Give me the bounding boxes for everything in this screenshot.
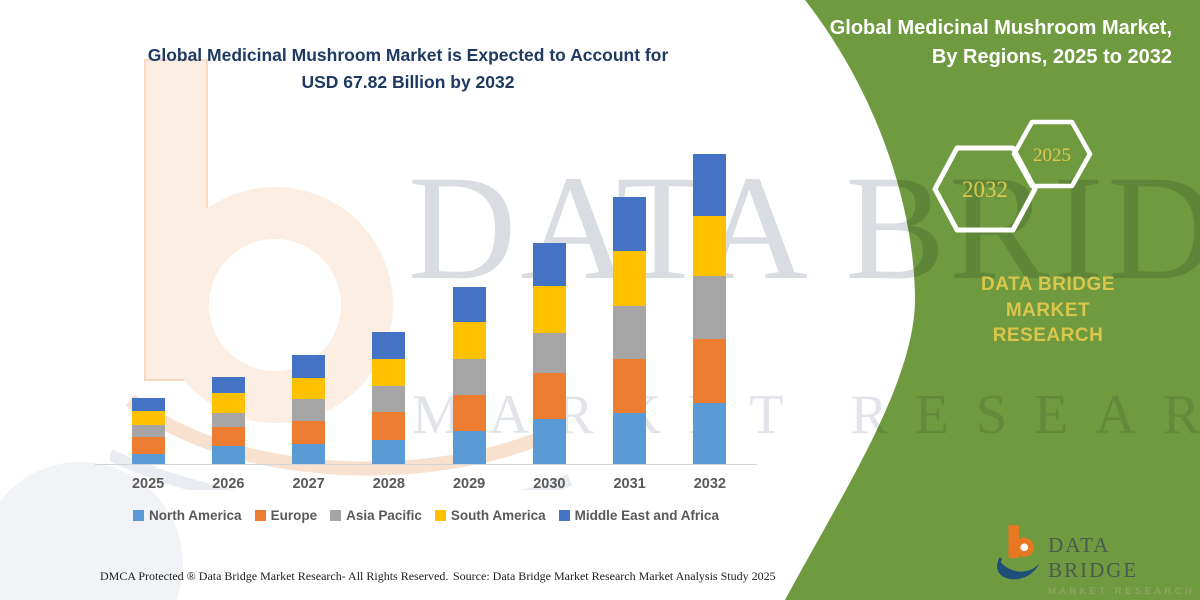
bar-segment-2030-north-america bbox=[532, 419, 566, 465]
legend-item-asia-pacific: Asia Pacific bbox=[330, 508, 422, 523]
x-axis-line bbox=[95, 464, 757, 465]
bar-segment-2032-south-america bbox=[693, 216, 727, 277]
bar-segment-2032-europe bbox=[693, 338, 727, 404]
bar-segment-2027-middle-east-and-africa bbox=[292, 355, 326, 378]
legend-item-middle-east-and-africa: Middle East and Africa bbox=[558, 508, 719, 523]
bar-segment-2026-south-america bbox=[211, 392, 245, 413]
x-axis-label-2029: 2029 bbox=[452, 476, 486, 492]
bar-segment-2025-middle-east-and-africa bbox=[131, 398, 165, 411]
year-badges: 2025 2032 bbox=[932, 119, 1093, 233]
brand-name: DATA BRIDGE MARKET RESEARCH bbox=[938, 272, 1158, 349]
x-axis-labels: 2025 2026 2027 2028 2029 2030 2031 2032 bbox=[108, 476, 750, 492]
bar-segment-2025-europe bbox=[131, 437, 165, 454]
panel-title: Global Medicinal Mushroom Market, By Reg… bbox=[752, 14, 1172, 72]
legend-swatch-icon bbox=[434, 510, 446, 521]
legend-item-europe: Europe bbox=[254, 508, 318, 523]
bar-2029 bbox=[429, 125, 509, 465]
hexagon-2032 bbox=[932, 145, 1038, 233]
bar-2032 bbox=[670, 125, 750, 465]
bar-segment-2031-south-america bbox=[613, 250, 647, 306]
bar-segment-2032-middle-east-and-africa bbox=[693, 154, 727, 217]
bar-segment-2028-europe bbox=[372, 411, 406, 440]
bar-segment-2026-middle-east-and-africa bbox=[211, 376, 245, 393]
bar-segment-2027-europe bbox=[292, 421, 326, 444]
bar-2028 bbox=[349, 125, 429, 465]
bar-segment-2032-north-america bbox=[693, 403, 727, 465]
bar-segment-2028-south-america bbox=[372, 358, 406, 386]
dmca-notice: DMCA Protected ® Data Bridge Market Rese… bbox=[100, 569, 449, 583]
badge-year-2032: 2032 bbox=[962, 177, 1008, 202]
legend-label: Asia Pacific bbox=[346, 508, 422, 523]
bar-segment-2027-asia-pacific bbox=[292, 399, 326, 422]
bar-segment-2028-asia-pacific bbox=[372, 385, 406, 412]
bar-segment-2025-asia-pacific bbox=[131, 424, 165, 437]
bar-segment-2031-europe bbox=[613, 359, 647, 414]
bar-segment-2029-north-america bbox=[452, 431, 486, 465]
x-axis-label-2032: 2032 bbox=[693, 476, 726, 492]
legend-swatch-icon bbox=[133, 510, 145, 521]
bar-segment-2027-north-america bbox=[292, 443, 326, 465]
bar-segment-2028-north-america bbox=[372, 439, 406, 465]
legend-label: Middle East and Africa bbox=[574, 508, 719, 523]
legend-item-south-america: South America bbox=[434, 508, 546, 523]
stacked-bar-chart bbox=[108, 125, 750, 465]
logo-subtitle: MARKET RESEARCH bbox=[1048, 586, 1196, 597]
x-axis-label-2031: 2031 bbox=[613, 476, 646, 492]
legend-label: North America bbox=[149, 508, 242, 523]
bar-segment-2030-middle-east-and-africa bbox=[532, 243, 566, 287]
bar-2030 bbox=[509, 125, 589, 465]
bar-segment-2030-asia-pacific bbox=[532, 333, 566, 374]
bar-2026 bbox=[188, 125, 268, 465]
x-axis-label-2030: 2030 bbox=[533, 476, 566, 492]
data-bridge-logo-icon bbox=[997, 525, 1040, 580]
bar-2025 bbox=[108, 125, 188, 465]
legend-swatch-icon bbox=[330, 510, 342, 521]
panel-title-line1: Global Medicinal Mushroom Market, bbox=[829, 17, 1172, 39]
legend-item-north-america: North America bbox=[133, 508, 242, 523]
bar-segment-2029-middle-east-and-africa bbox=[452, 286, 486, 322]
brand-name-line2: RESEARCH bbox=[992, 325, 1104, 347]
bar-segment-2030-europe bbox=[532, 373, 566, 420]
x-axis-label-2027: 2027 bbox=[292, 476, 325, 492]
legend-swatch-icon bbox=[254, 510, 266, 521]
bar-segment-2031-north-america bbox=[613, 413, 647, 465]
bar-segment-2030-south-america bbox=[532, 286, 566, 334]
x-axis-label-2025: 2025 bbox=[131, 476, 165, 492]
bar-segment-2025-north-america bbox=[131, 453, 165, 465]
legend-label: Europe bbox=[270, 508, 318, 523]
bar-segment-2029-europe bbox=[452, 394, 486, 432]
bar-segment-2029-asia-pacific bbox=[452, 358, 486, 395]
bar-segment-2026-asia-pacific bbox=[211, 412, 245, 428]
legend-swatch-icon bbox=[558, 510, 570, 521]
x-axis-label-2028: 2028 bbox=[372, 476, 405, 492]
panel-title-line2: By Regions, 2025 to 2032 bbox=[931, 46, 1172, 68]
chart-title: Global Medicinal Mushroom Market is Expe… bbox=[88, 42, 728, 96]
bar-segment-2026-europe bbox=[211, 427, 245, 447]
bar-segment-2032-asia-pacific bbox=[693, 276, 727, 339]
bar-segment-2025-south-america bbox=[131, 410, 165, 425]
bar-segment-2026-north-america bbox=[211, 446, 245, 465]
data-bridge-logo: DATA BRIDGE MARKET RESEARCH bbox=[996, 524, 1200, 597]
bar-segment-2029-south-america bbox=[452, 321, 486, 359]
chart-title-line2: USD 67.82 Billion by 2032 bbox=[301, 72, 515, 93]
bar-segment-2031-middle-east-and-africa bbox=[613, 196, 647, 251]
brand-name-line1: DATA BRIDGE MARKET bbox=[981, 274, 1115, 321]
badge-year-2025: 2025 bbox=[1033, 145, 1071, 166]
logo-texts: DATA BRIDGE MARKET RESEARCH bbox=[1048, 533, 1200, 597]
source-note: Source: Data Bridge Market Research Mark… bbox=[453, 569, 776, 583]
data-bridge-b-watermark-icon bbox=[110, 59, 573, 490]
bar-segment-2028-middle-east-and-africa bbox=[372, 331, 406, 359]
chart-legend: North America Europe Asia Pacific South Ame… bbox=[95, 508, 757, 523]
x-axis-label-2026: 2026 bbox=[212, 476, 245, 492]
legend-label: South America bbox=[450, 508, 546, 523]
bar-segment-2027-south-america bbox=[292, 377, 326, 400]
bar-segment-2031-asia-pacific bbox=[613, 305, 647, 360]
chart-title-line1: Global Medicinal Mushroom Market is Expe… bbox=[147, 45, 669, 65]
logo-title: DATA BRIDGE bbox=[1048, 533, 1139, 582]
bar-2031 bbox=[590, 125, 670, 465]
bar-2027 bbox=[269, 125, 349, 465]
